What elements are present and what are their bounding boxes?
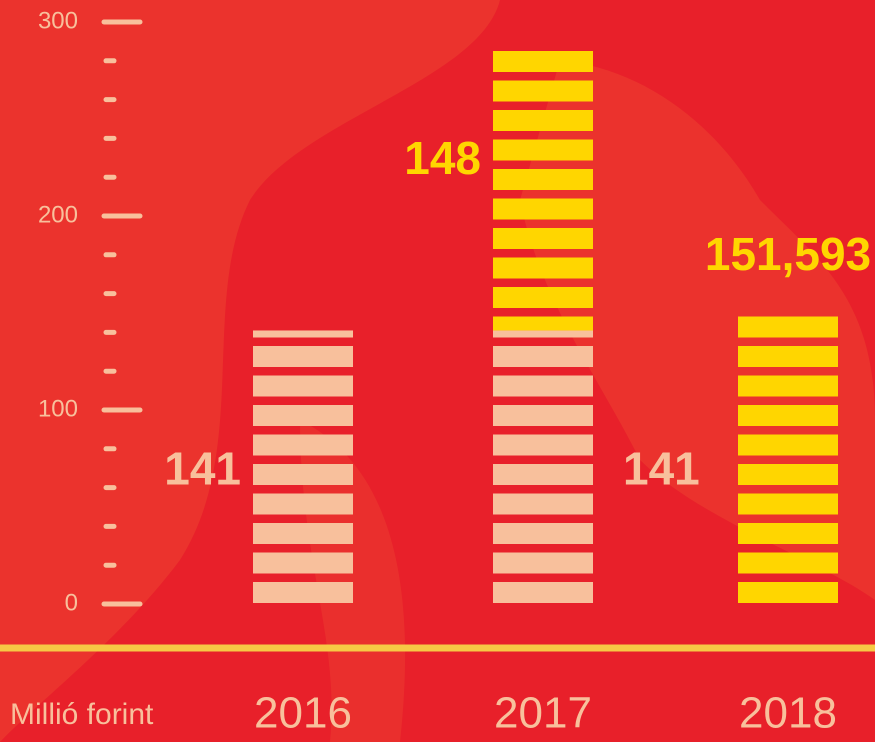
- y-tick-label: 200: [38, 201, 78, 228]
- y-tick-label: 300: [38, 7, 78, 34]
- bar-segment: [493, 330, 593, 604]
- x-tick-label: 2018: [739, 689, 837, 738]
- x-tick-label: 2016: [254, 689, 352, 738]
- x-tick-label: 2017: [494, 689, 592, 738]
- decor-blob: [0, 0, 500, 742]
- bar-segment: [738, 309, 838, 604]
- y-tick-label: 0: [65, 589, 78, 616]
- y-axis-label: Millió forint: [10, 698, 154, 731]
- bar-segment: [493, 43, 593, 331]
- value-label: 141: [623, 442, 700, 494]
- value-label: 148: [404, 132, 481, 184]
- y-tick-label: 100: [38, 395, 78, 422]
- bar-segment: [253, 330, 353, 604]
- value-label: 151,593: [705, 228, 871, 280]
- value-label: 141: [164, 442, 241, 494]
